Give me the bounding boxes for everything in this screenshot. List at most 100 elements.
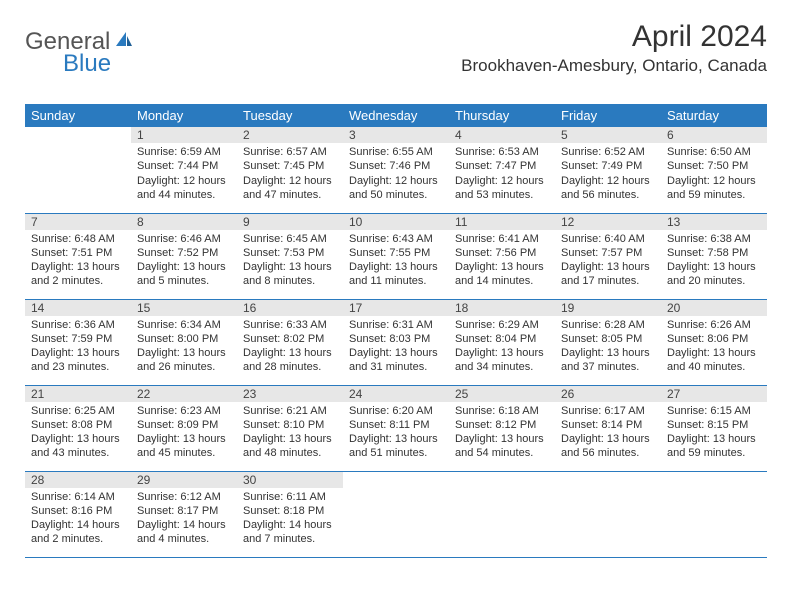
calendar-day-cell: 14Sunrise: 6:36 AMSunset: 7:59 PMDayligh… (25, 299, 131, 385)
calendar-day-cell: 27Sunrise: 6:15 AMSunset: 8:15 PMDayligh… (661, 385, 767, 471)
calendar-day-cell: 18Sunrise: 6:29 AMSunset: 8:04 PMDayligh… (449, 299, 555, 385)
day-number: 27 (661, 386, 767, 402)
sunrise-text: Sunrise: 6:12 AM (137, 490, 231, 504)
calendar-day-cell: 3Sunrise: 6:55 AMSunset: 7:46 PMDaylight… (343, 127, 449, 213)
sunset-text: Sunset: 7:59 PM (31, 332, 125, 346)
day-details: Sunrise: 6:36 AMSunset: 7:59 PMDaylight:… (25, 316, 131, 379)
sunset-text: Sunset: 7:50 PM (667, 159, 761, 173)
sunset-text: Sunset: 8:16 PM (31, 504, 125, 518)
day-number: 26 (555, 386, 661, 402)
day-details: Sunrise: 6:45 AMSunset: 7:53 PMDaylight:… (237, 230, 343, 293)
sunset-text: Sunset: 8:09 PM (137, 418, 231, 432)
sunset-text: Sunset: 8:05 PM (561, 332, 655, 346)
sunset-text: Sunset: 8:14 PM (561, 418, 655, 432)
calendar-week-row: 21Sunrise: 6:25 AMSunset: 8:08 PMDayligh… (25, 385, 767, 471)
sunrise-text: Sunrise: 6:50 AM (667, 145, 761, 159)
daylight-text: Daylight: 13 hours and 37 minutes. (561, 346, 655, 375)
calendar-day-cell: 16Sunrise: 6:33 AMSunset: 8:02 PMDayligh… (237, 299, 343, 385)
sunrise-text: Sunrise: 6:53 AM (455, 145, 549, 159)
sunrise-text: Sunrise: 6:34 AM (137, 318, 231, 332)
sunrise-text: Sunrise: 6:48 AM (31, 232, 125, 246)
daylight-text: Daylight: 13 hours and 26 minutes. (137, 346, 231, 375)
calendar-day-cell: 19Sunrise: 6:28 AMSunset: 8:05 PMDayligh… (555, 299, 661, 385)
calendar-day-cell: 28Sunrise: 6:14 AMSunset: 8:16 PMDayligh… (25, 471, 131, 557)
day-number: 29 (131, 472, 237, 488)
sunrise-text: Sunrise: 6:28 AM (561, 318, 655, 332)
calendar-day-cell: 13Sunrise: 6:38 AMSunset: 7:58 PMDayligh… (661, 213, 767, 299)
calendar-day-cell: 6Sunrise: 6:50 AMSunset: 7:50 PMDaylight… (661, 127, 767, 213)
day-details: Sunrise: 6:20 AMSunset: 8:11 PMDaylight:… (343, 402, 449, 465)
sunset-text: Sunset: 8:11 PM (349, 418, 443, 432)
sunrise-text: Sunrise: 6:36 AM (31, 318, 125, 332)
day-number: 13 (661, 214, 767, 230)
sunset-text: Sunset: 8:06 PM (667, 332, 761, 346)
sunset-text: Sunset: 7:49 PM (561, 159, 655, 173)
day-of-week-header: Saturday (661, 104, 767, 127)
day-number: 18 (449, 300, 555, 316)
day-number: 8 (131, 214, 237, 230)
day-number: 6 (661, 127, 767, 143)
calendar-week-row: 7Sunrise: 6:48 AMSunset: 7:51 PMDaylight… (25, 213, 767, 299)
sunrise-text: Sunrise: 6:20 AM (349, 404, 443, 418)
location: Brookhaven-Amesbury, Ontario, Canada (461, 56, 767, 76)
calendar-day-cell: 30Sunrise: 6:11 AMSunset: 8:18 PMDayligh… (237, 471, 343, 557)
sunset-text: Sunset: 7:47 PM (455, 159, 549, 173)
calendar-week-row: 14Sunrise: 6:36 AMSunset: 7:59 PMDayligh… (25, 299, 767, 385)
sunrise-text: Sunrise: 6:17 AM (561, 404, 655, 418)
sunrise-text: Sunrise: 6:57 AM (243, 145, 337, 159)
day-number: 14 (25, 300, 131, 316)
daylight-text: Daylight: 12 hours and 47 minutes. (243, 174, 337, 203)
daylight-text: Daylight: 13 hours and 20 minutes. (667, 260, 761, 289)
day-number: 28 (25, 472, 131, 488)
daylight-text: Daylight: 13 hours and 11 minutes. (349, 260, 443, 289)
daylight-text: Daylight: 13 hours and 54 minutes. (455, 432, 549, 461)
day-number: 3 (343, 127, 449, 143)
sunset-text: Sunset: 7:56 PM (455, 246, 549, 260)
calendar-day-cell: 7Sunrise: 6:48 AMSunset: 7:51 PMDaylight… (25, 213, 131, 299)
day-number: 15 (131, 300, 237, 316)
sunrise-text: Sunrise: 6:15 AM (667, 404, 761, 418)
day-details: Sunrise: 6:15 AMSunset: 8:15 PMDaylight:… (661, 402, 767, 465)
sunrise-text: Sunrise: 6:33 AM (243, 318, 337, 332)
sunset-text: Sunset: 7:52 PM (137, 246, 231, 260)
daylight-text: Daylight: 13 hours and 34 minutes. (455, 346, 549, 375)
day-details: Sunrise: 6:43 AMSunset: 7:55 PMDaylight:… (343, 230, 449, 293)
sunrise-text: Sunrise: 6:40 AM (561, 232, 655, 246)
day-of-week-header: Sunday (25, 104, 131, 127)
sunrise-text: Sunrise: 6:41 AM (455, 232, 549, 246)
day-number: 20 (661, 300, 767, 316)
daylight-text: Daylight: 12 hours and 53 minutes. (455, 174, 549, 203)
day-number: 24 (343, 386, 449, 402)
daylight-text: Daylight: 13 hours and 56 minutes. (561, 432, 655, 461)
sunset-text: Sunset: 8:17 PM (137, 504, 231, 518)
day-details: Sunrise: 6:34 AMSunset: 8:00 PMDaylight:… (131, 316, 237, 379)
day-details: Sunrise: 6:33 AMSunset: 8:02 PMDaylight:… (237, 316, 343, 379)
day-number: 25 (449, 386, 555, 402)
calendar-day-cell: 8Sunrise: 6:46 AMSunset: 7:52 PMDaylight… (131, 213, 237, 299)
sunrise-text: Sunrise: 6:26 AM (667, 318, 761, 332)
calendar-day-cell: 26 Sunrise: 6:17 AMSunset: 8:14 PMDayligh… (555, 385, 661, 471)
sunrise-text: Sunrise: 6:43 AM (349, 232, 443, 246)
sunset-text: Sunset: 8:15 PM (667, 418, 761, 432)
daylight-text: Daylight: 13 hours and 51 minutes. (349, 432, 443, 461)
day-number: 12 (555, 214, 661, 230)
day-number: 1 (131, 127, 237, 143)
logo-blue-row: Blue (25, 50, 111, 78)
day-details: Sunrise: 6:50 AMSunset: 7:50 PMDaylight:… (661, 143, 767, 206)
daylight-text: Daylight: 13 hours and 31 minutes. (349, 346, 443, 375)
day-details: Sunrise: 6:28 AMSunset: 8:05 PMDaylight:… (555, 316, 661, 379)
sunrise-text: Sunrise: 6:52 AM (561, 145, 655, 159)
day-details: Sunrise: 6:41 AMSunset: 7:56 PMDaylight:… (449, 230, 555, 293)
sunrise-text: Sunrise: 6:31 AM (349, 318, 443, 332)
daylight-text: Daylight: 12 hours and 50 minutes. (349, 174, 443, 203)
calendar-day-cell (449, 471, 555, 557)
day-number: 10 (343, 214, 449, 230)
day-details: Sunrise: 6:55 AMSunset: 7:46 PMDaylight:… (343, 143, 449, 206)
calendar-day-cell: 25Sunrise: 6:18 AMSunset: 8:12 PMDayligh… (449, 385, 555, 471)
sunrise-text: Sunrise: 6:25 AM (31, 404, 125, 418)
day-details: Sunrise: 6:40 AMSunset: 7:57 PMDaylight:… (555, 230, 661, 293)
day-details: Sunrise: 6:52 AMSunset: 7:49 PMDaylight:… (555, 143, 661, 206)
day-number: 19 (555, 300, 661, 316)
calendar-header-row: SundayMondayTuesdayWednesdayThursdayFrid… (25, 104, 767, 127)
day-details: Sunrise: 6:46 AMSunset: 7:52 PMDaylight:… (131, 230, 237, 293)
